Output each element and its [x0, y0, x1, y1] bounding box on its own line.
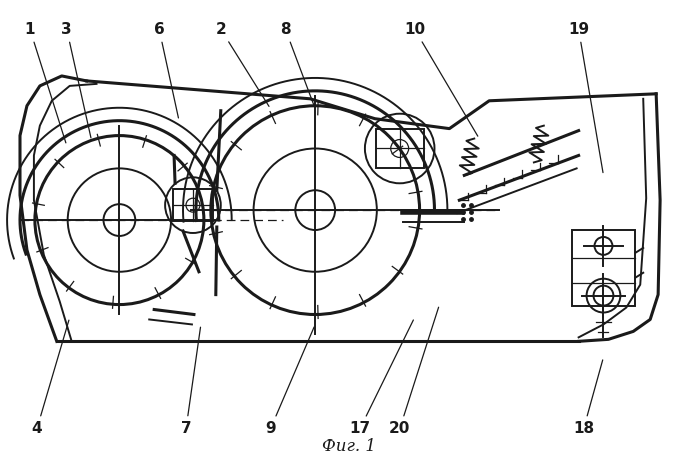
Text: 18: 18 — [573, 360, 603, 436]
Text: 10: 10 — [404, 22, 478, 136]
Text: 1: 1 — [24, 22, 66, 143]
Text: 2: 2 — [215, 22, 269, 106]
Bar — [376, 128, 424, 168]
Text: 6: 6 — [154, 22, 178, 118]
Text: 20: 20 — [389, 307, 438, 436]
Text: 7: 7 — [180, 327, 201, 436]
Text: 19: 19 — [568, 22, 603, 173]
Text: 3: 3 — [62, 22, 91, 138]
Text: 8: 8 — [280, 22, 315, 106]
Text: 17: 17 — [350, 320, 413, 436]
Bar — [572, 230, 635, 305]
Text: 9: 9 — [265, 327, 314, 436]
Bar — [173, 189, 212, 221]
Text: Фиг. 1: Фиг. 1 — [322, 438, 376, 455]
Text: 4: 4 — [31, 320, 69, 436]
